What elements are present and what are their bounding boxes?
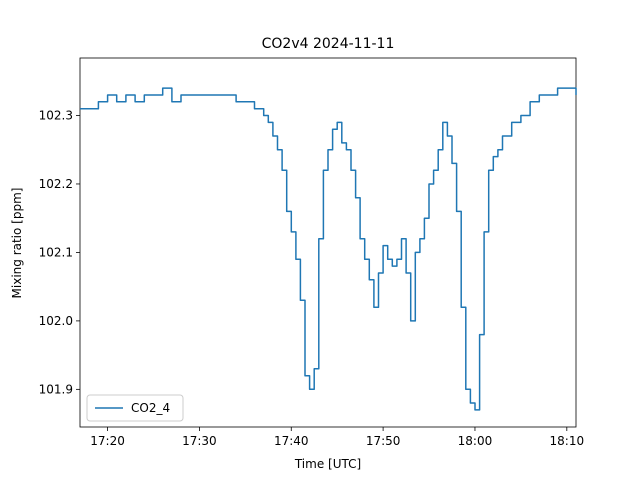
y-axis-title: Mixing ratio [ppm] — [10, 188, 24, 299]
legend: CO2_4 — [86, 394, 184, 422]
y-tick-label: 102.1 — [39, 245, 73, 259]
x-tick-label: 17:50 — [366, 434, 401, 448]
legend-box — [86, 394, 184, 422]
plot-frame — [79, 57, 577, 428]
y-tick-label: 102.2 — [39, 177, 73, 191]
y-axis: 101.9 102.0 102.1 102.2 102.3 — [39, 109, 80, 396]
plot-area — [79, 57, 577, 428]
x-tick-label: 17:30 — [182, 434, 217, 448]
x-tick-label: 18:00 — [458, 434, 493, 448]
x-tick-label: 17:40 — [274, 434, 309, 448]
x-axis: 17:20 17:30 17:40 17:50 18:00 18:10 — [90, 427, 584, 448]
series-layer — [80, 87, 577, 411]
legend-label: CO2_4 — [131, 401, 170, 415]
x-tick-label: 17:20 — [90, 434, 125, 448]
x-tick-label: 18:10 — [550, 434, 585, 448]
series-line-co2-4 — [80, 87, 577, 411]
chart-title: CO2v4 2024-11-11 — [262, 36, 395, 52]
y-tick-label: 101.9 — [39, 382, 73, 396]
y-tick-label: 102.0 — [39, 314, 73, 328]
x-axis-title: Time [UTC] — [294, 457, 361, 471]
y-tick-label: 102.3 — [39, 109, 73, 123]
